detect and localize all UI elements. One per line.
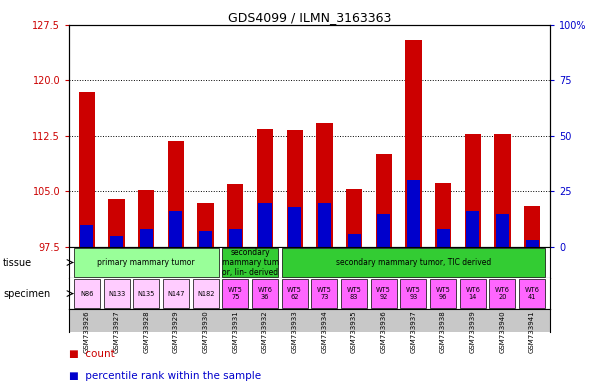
Bar <box>138 190 154 247</box>
Bar <box>229 229 242 247</box>
Title: GDS4099 / ILMN_3163363: GDS4099 / ILMN_3163363 <box>228 11 391 24</box>
Text: WT5
83: WT5 83 <box>347 287 361 300</box>
Text: GSM733936: GSM733936 <box>380 310 386 353</box>
FancyBboxPatch shape <box>222 279 248 308</box>
Text: WT6
20: WT6 20 <box>495 287 510 300</box>
Bar <box>258 203 272 247</box>
Text: WT5
75: WT5 75 <box>228 287 243 300</box>
Text: N135: N135 <box>138 291 155 296</box>
Text: tissue: tissue <box>3 258 32 268</box>
Text: secondary mammary tumor, TIC derived: secondary mammary tumor, TIC derived <box>336 258 491 267</box>
Bar <box>168 141 184 247</box>
Bar <box>405 40 421 247</box>
Text: WT6
14: WT6 14 <box>465 287 480 300</box>
Bar <box>524 206 540 247</box>
Text: GSM733935: GSM733935 <box>351 310 357 353</box>
Bar <box>169 212 183 247</box>
Bar <box>494 134 511 247</box>
Text: N133: N133 <box>108 291 125 296</box>
Bar <box>257 129 273 247</box>
FancyBboxPatch shape <box>282 279 308 308</box>
Bar <box>316 123 332 247</box>
FancyBboxPatch shape <box>74 248 219 277</box>
Bar <box>110 236 123 247</box>
Bar <box>436 229 450 247</box>
Text: GSM733930: GSM733930 <box>203 310 209 353</box>
FancyBboxPatch shape <box>163 279 189 308</box>
Bar <box>108 199 125 247</box>
Bar <box>287 130 303 247</box>
Text: N86: N86 <box>81 291 94 296</box>
Text: ■  count: ■ count <box>69 349 115 359</box>
Bar <box>347 233 361 247</box>
Text: N182: N182 <box>197 291 215 296</box>
FancyBboxPatch shape <box>430 279 456 308</box>
FancyBboxPatch shape <box>371 279 397 308</box>
Text: GSM733939: GSM733939 <box>470 310 476 353</box>
Text: secondary
mammary tum
or, lin- derived: secondary mammary tum or, lin- derived <box>222 248 279 277</box>
Bar <box>526 240 538 247</box>
Bar <box>227 184 243 247</box>
FancyBboxPatch shape <box>222 248 278 277</box>
Text: GSM733934: GSM733934 <box>322 310 328 353</box>
FancyBboxPatch shape <box>311 279 337 308</box>
Text: WT5
96: WT5 96 <box>436 287 451 300</box>
Bar <box>199 232 212 247</box>
Text: GSM733938: GSM733938 <box>440 310 446 353</box>
Text: WT5
62: WT5 62 <box>287 287 302 300</box>
Text: GSM733932: GSM733932 <box>262 310 268 353</box>
Bar <box>346 189 362 247</box>
Text: GSM733933: GSM733933 <box>291 310 297 353</box>
Text: GSM733940: GSM733940 <box>499 310 505 353</box>
Text: GSM733937: GSM733937 <box>410 310 416 353</box>
Text: WT5
92: WT5 92 <box>376 287 391 300</box>
Bar <box>79 91 95 247</box>
Bar <box>435 182 451 247</box>
FancyBboxPatch shape <box>282 248 545 277</box>
Bar <box>288 207 301 247</box>
Text: WT5
73: WT5 73 <box>317 287 332 300</box>
Text: GSM733927: GSM733927 <box>114 310 120 353</box>
Text: GSM733929: GSM733929 <box>173 310 179 353</box>
Text: GSM733928: GSM733928 <box>143 310 149 353</box>
Bar <box>140 229 153 247</box>
Text: GSM733941: GSM733941 <box>529 310 535 353</box>
FancyBboxPatch shape <box>133 279 159 308</box>
Text: GSM733926: GSM733926 <box>84 310 90 353</box>
Text: N147: N147 <box>167 291 185 296</box>
Bar <box>407 180 420 247</box>
Text: ■  percentile rank within the sample: ■ percentile rank within the sample <box>69 371 261 381</box>
Text: WT6
36: WT6 36 <box>258 287 272 300</box>
FancyBboxPatch shape <box>192 279 219 308</box>
Text: WT6
41: WT6 41 <box>525 287 540 300</box>
Bar <box>377 214 390 247</box>
FancyBboxPatch shape <box>103 279 130 308</box>
Text: primary mammary tumor: primary mammary tumor <box>97 258 195 267</box>
Bar <box>198 203 214 247</box>
Bar <box>466 212 479 247</box>
FancyBboxPatch shape <box>519 279 545 308</box>
Text: WT5
93: WT5 93 <box>406 287 421 300</box>
FancyBboxPatch shape <box>341 279 367 308</box>
Text: specimen: specimen <box>3 289 50 299</box>
FancyBboxPatch shape <box>252 279 278 308</box>
Bar <box>465 134 481 247</box>
FancyBboxPatch shape <box>74 279 100 308</box>
Bar <box>318 203 331 247</box>
Bar <box>496 214 509 247</box>
FancyBboxPatch shape <box>460 279 486 308</box>
FancyBboxPatch shape <box>489 279 516 308</box>
Bar <box>81 225 93 247</box>
FancyBboxPatch shape <box>400 279 427 308</box>
Text: GSM733931: GSM733931 <box>233 310 239 353</box>
Bar <box>376 154 392 247</box>
